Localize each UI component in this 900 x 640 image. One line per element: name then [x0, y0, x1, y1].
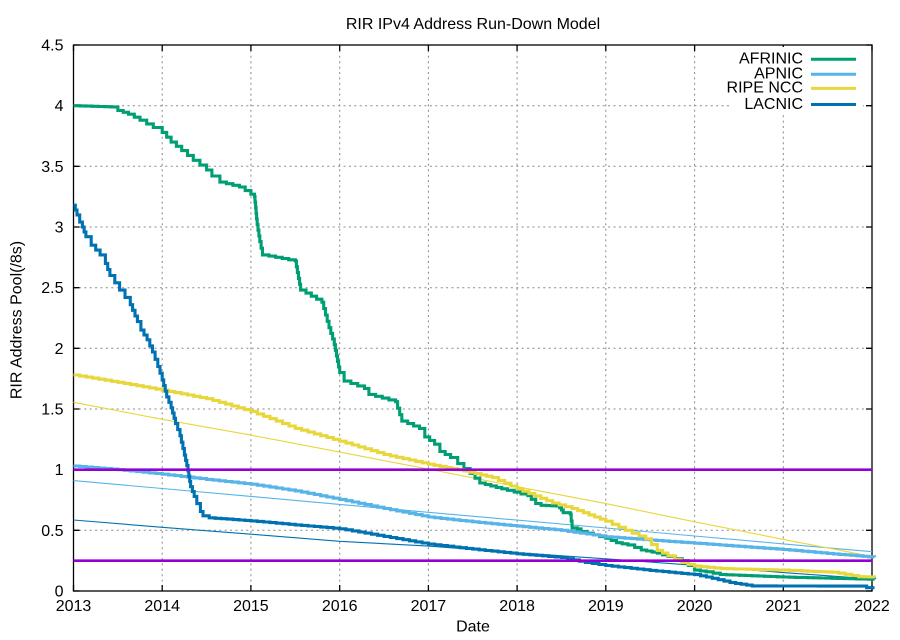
- svg-text:2017: 2017: [411, 598, 447, 615]
- svg-text:0.5: 0.5: [41, 523, 63, 540]
- svg-text:4: 4: [55, 98, 64, 115]
- svg-text:2: 2: [55, 341, 64, 358]
- svg-text:2013: 2013: [56, 598, 92, 615]
- svg-text:AFRINIC: AFRINIC: [739, 51, 803, 68]
- svg-text:2020: 2020: [677, 598, 713, 615]
- svg-text:RIPE NCC: RIPE NCC: [727, 80, 803, 97]
- svg-text:4.5: 4.5: [41, 38, 63, 55]
- svg-text:2.5: 2.5: [41, 280, 63, 297]
- svg-text:3.5: 3.5: [41, 159, 63, 176]
- svg-text:3: 3: [55, 220, 64, 237]
- svg-text:RIR IPv4 Address Run-Down Mode: RIR IPv4 Address Run-Down Model: [346, 16, 600, 33]
- svg-text:APNIC: APNIC: [754, 66, 803, 83]
- svg-text:2016: 2016: [322, 598, 358, 615]
- svg-text:1.5: 1.5: [41, 402, 63, 419]
- svg-text:0: 0: [55, 584, 64, 601]
- svg-text:1: 1: [55, 462, 64, 479]
- svg-text:2022: 2022: [854, 598, 890, 615]
- svg-text:LACNIC: LACNIC: [744, 96, 803, 113]
- svg-text:2015: 2015: [233, 598, 269, 615]
- svg-text:2019: 2019: [588, 598, 624, 615]
- svg-text:Date: Date: [456, 619, 490, 636]
- svg-text:2014: 2014: [144, 598, 180, 615]
- svg-text:RIR Address Pool(/8s): RIR Address Pool(/8s): [9, 241, 26, 399]
- svg-text:2021: 2021: [766, 598, 802, 615]
- svg-text:2018: 2018: [499, 598, 535, 615]
